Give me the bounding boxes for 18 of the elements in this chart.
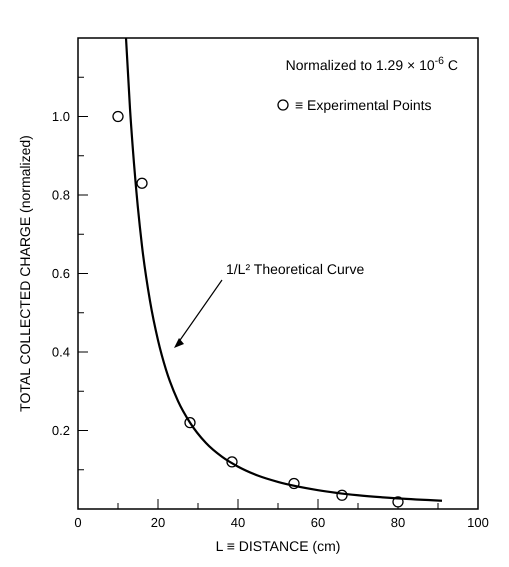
x-tick-label: 80	[390, 515, 406, 530]
x-tick-label: 100	[467, 515, 489, 530]
y-tick-label: 0.8	[52, 188, 70, 203]
x-tick-label: 60	[310, 515, 326, 530]
x-tick-label: 40	[230, 515, 246, 530]
x-tick-label: 20	[150, 515, 166, 530]
y-tick-label: 1.0	[52, 109, 70, 124]
point	[112, 110, 124, 122]
y-tick-label: 0.2	[52, 423, 70, 438]
legend-label: ≡ Experimental Points	[295, 97, 432, 113]
x-axis-title: L ≡ DISTANCE (cm)	[216, 538, 340, 554]
y-tick-label: 0.4	[52, 344, 70, 360]
y-axis-title: TOTAL COLLECTED CHARGE (normalized)	[17, 135, 33, 412]
annotation: Normalized to 1.29 × 10$^{-6}$ C	[286, 55, 458, 73]
y-tick-label: 0.6	[52, 266, 70, 282]
point	[136, 178, 148, 189]
annotation: 1/L² Theoretical Curve	[226, 261, 364, 277]
x-tick-label: 0	[74, 515, 82, 530]
